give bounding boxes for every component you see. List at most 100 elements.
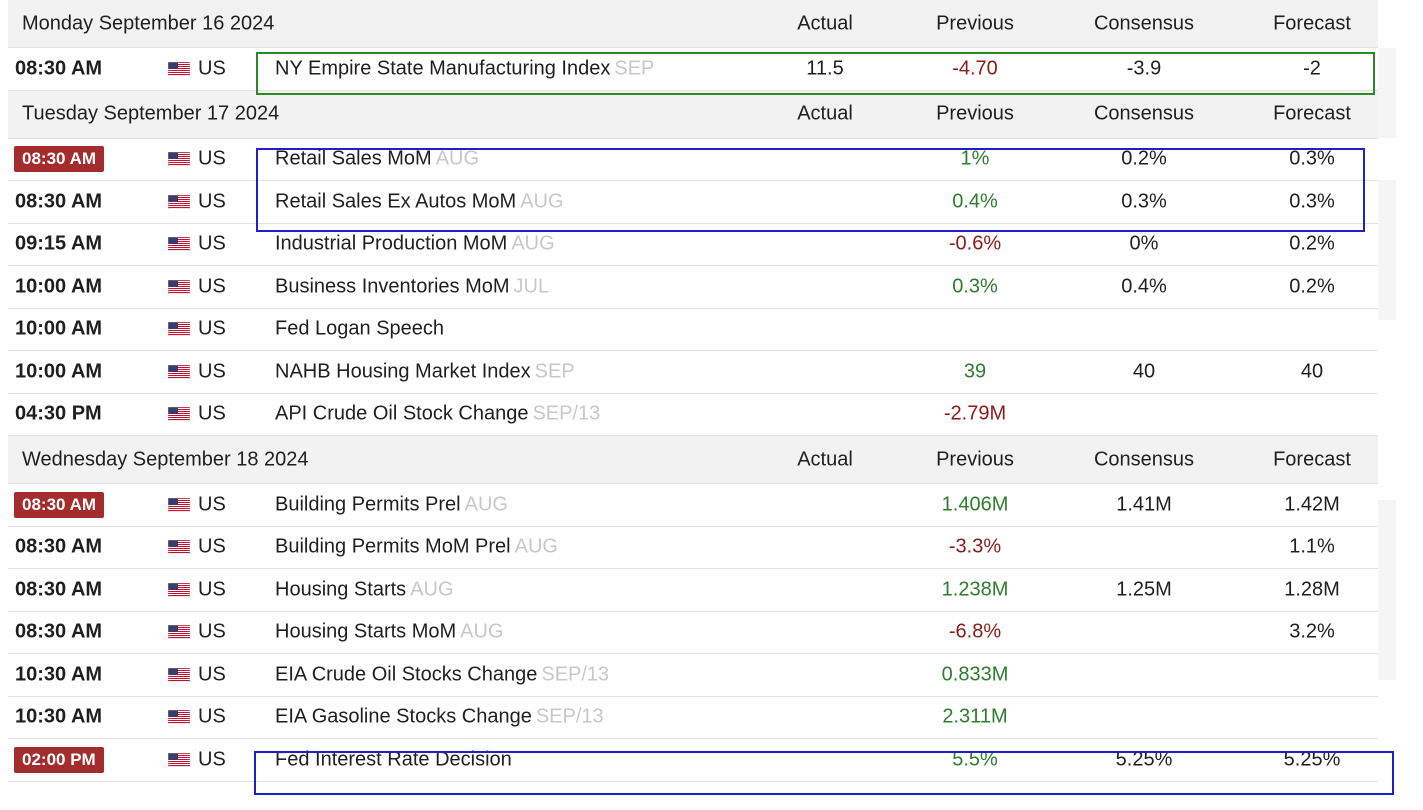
event-row[interactable]: 10:00 AM US Business Inventories MoM JUL 0.3… [8,266,1378,309]
event-row[interactable]: 08:30 AM US Building Permits MoM Prel AUG -3… [8,527,1378,569]
event-time: 08:30 AM [15,620,103,643]
event-consensus: 0.2% [1121,147,1167,170]
event-name-cell[interactable]: NY Empire State Manufacturing Index SEP [275,57,654,80]
event-name-cell[interactable]: Industrial Production MoM AUG [275,233,555,256]
us-flag-icon [168,497,190,512]
event-name[interactable]: Building Permits MoM Prel [275,535,511,558]
event-time: 08:30 AM [15,535,103,558]
event-time: 10:30 AM [15,663,103,686]
us-flag-icon [168,237,190,252]
event-row[interactable]: 04:30 PM US API Crude Oil Stock Change SEP/… [8,394,1378,436]
event-country: US [198,620,226,643]
event-name-cell[interactable]: Housing Starts AUG [275,578,454,601]
event-name[interactable]: Retail Sales MoM [275,147,432,170]
event-row[interactable]: 09:15 AM US Industrial Production MoM AUG -0… [8,224,1378,266]
event-country: US [198,705,226,728]
event-name-cell[interactable]: Retail Sales Ex Autos MoM AUG [275,190,564,213]
event-name-cell[interactable]: Business Inventories MoM JUL [275,275,549,298]
event-previous: 1% [960,147,990,170]
event-previous: 5.5% [952,748,998,771]
us-flag-icon [168,364,190,379]
economic-calendar: Monday September 16 2024 Actual Previous Co… [8,0,1378,782]
event-consensus: 1.41M [1116,493,1172,516]
event-forecast: 1.28M [1284,578,1340,601]
column-header-forecast: Forecast [1273,448,1351,470]
event-name-cell[interactable]: NAHB Housing Market Index SEP [275,360,575,383]
event-reference-period: SEP [614,57,655,80]
event-time-badge: 08:30 AM [14,146,105,173]
event-country: US [198,232,226,255]
event-row[interactable]: 08:30 AM US Housing Starts AUG 1.238M 1.25M 1.… [8,569,1378,612]
event-name[interactable]: Industrial Production MoM [275,232,508,255]
event-name[interactable]: EIA Crude Oil Stocks Change [275,663,538,686]
event-name[interactable]: API Crude Oil Stock Change [275,402,529,425]
event-row[interactable]: 10:30 AM US EIA Gasoline Stocks Change SEP/… [8,697,1378,739]
event-consensus: 1.25M [1116,578,1172,601]
event-name[interactable]: Business Inventories MoM [275,275,510,298]
event-name-cell[interactable]: Fed Logan Speech [275,318,444,341]
event-country: US [198,275,226,298]
event-name[interactable]: Housing Starts MoM [275,620,457,643]
event-row[interactable]: 08:30 AM US Building Permits Prel AUG 1.406M… [8,484,1378,527]
event-reference-period: SEP/13 [535,705,604,728]
column-header-consensus: Consensus [1093,102,1195,125]
event-country: US [198,535,226,558]
event-name-cell[interactable]: EIA Crude Oil Stocks Change SEP/13 [275,663,609,686]
event-row[interactable]: 10:00 AM US Fed Logan Speech [8,309,1378,351]
column-header-forecast: Forecast [1273,102,1351,125]
event-name[interactable]: NY Empire State Manufacturing Index [275,57,611,80]
us-flag-icon [168,279,190,294]
event-forecast: 0.2% [1289,275,1335,298]
event-row[interactable]: 10:00 AM US NAHB Housing Market Index SEP 39… [8,351,1378,394]
event-previous: 1.406M [941,493,1009,516]
event-row[interactable]: 08:30 AM US Retail Sales Ex Autos MoM AUG 0.… [8,181,1378,224]
event-row[interactable]: 08:30 AM US NY Empire State Manufacturing … [8,48,1378,91]
event-time: 09:15 AM [15,232,103,255]
day-label: Tuesday September 17 2024 [22,102,280,125]
event-previous: 1.238M [941,578,1009,601]
event-reference-period: AUG [435,147,480,170]
event-reference-period: SEP [534,360,575,383]
event-name-cell[interactable]: Building Permits Prel AUG [275,493,508,516]
us-flag-icon [168,540,190,555]
event-name-cell[interactable]: Building Permits MoM Prel AUG [275,536,558,559]
event-row[interactable]: 08:30 AM US Housing Starts MoM AUG -6.8% 3.2% [8,612,1378,654]
event-time: 08:30 AM [15,578,103,601]
event-name[interactable]: Housing Starts [275,578,407,601]
event-forecast: 1.42M [1284,493,1340,516]
us-flag-icon [168,407,190,422]
event-reference-period: AUG [460,620,504,643]
event-name[interactable]: EIA Gasoline Stocks Change [275,705,532,728]
event-previous: -2.79M [943,402,1007,425]
event-name-cell[interactable]: EIA Gasoline Stocks Change SEP/13 [275,706,604,729]
event-forecast: 5.25% [1283,748,1341,771]
event-name[interactable]: Retail Sales Ex Autos MoM [275,190,517,213]
event-row[interactable]: 02:00 PM US Fed Interest Rate Decision 5.5%… [8,739,1378,782]
event-consensus: -3.9 [1126,57,1162,80]
day-header: Tuesday September 17 2024 Actual Previous C… [8,90,1378,139]
event-name[interactable]: NAHB Housing Market Index [275,360,531,383]
event-consensus: 0.3% [1121,190,1167,213]
event-name-cell[interactable]: Fed Interest Rate Decision [275,748,512,771]
event-actual: 11.5 [806,57,844,80]
event-name-cell[interactable]: API Crude Oil Stock Change SEP/13 [275,403,600,426]
event-time: 10:00 AM [15,275,103,298]
event-name[interactable]: Fed Interest Rate Decision [275,748,512,771]
event-name[interactable]: Fed Logan Speech [275,317,445,340]
event-name-cell[interactable]: Housing Starts MoM AUG [275,621,504,644]
event-country: US [198,578,226,601]
event-name[interactable]: Building Permits Prel [275,493,461,516]
event-forecast: -2 [1303,57,1321,80]
column-header-actual: Actual [797,102,853,125]
event-reference-period: JUL [513,275,550,298]
event-row[interactable]: 10:30 AM US EIA Crude Oil Stocks Change SEP… [8,654,1378,697]
event-forecast: 1.1% [1289,535,1335,558]
event-previous: -0.6% [948,232,1002,255]
event-reference-period: AUG [511,232,555,255]
event-row[interactable]: 08:30 AM US Retail Sales MoM AUG 1% 0.2% 0.3% [8,139,1378,181]
event-reference-period: AUG [520,190,564,213]
us-flag-icon [168,152,190,167]
event-consensus: 0% [1129,232,1159,255]
event-name-cell[interactable]: Retail Sales MoM AUG [275,148,479,171]
us-flag-icon [168,752,190,767]
